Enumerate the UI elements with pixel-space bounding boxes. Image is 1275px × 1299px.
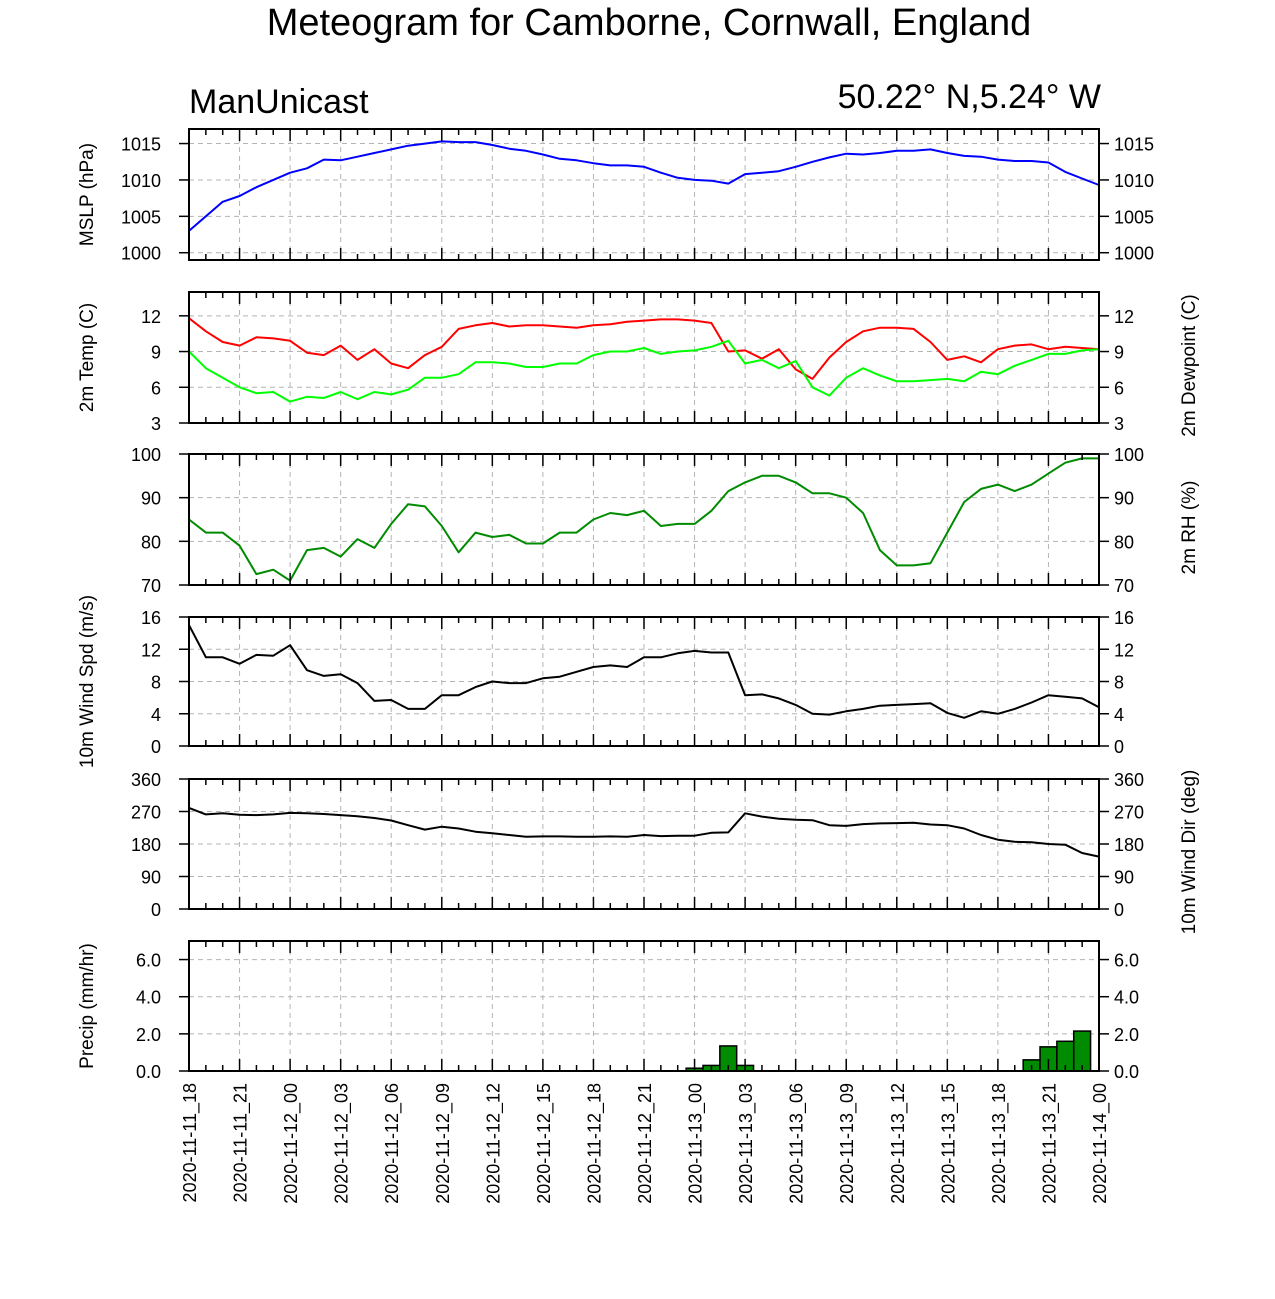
y-tick-label-right: 70 <box>1114 576 1134 596</box>
y-tick-label: 8 <box>151 673 161 693</box>
y-tick-label-right: 2.0 <box>1114 1025 1139 1045</box>
temp-series-line-0 <box>188 317 1100 380</box>
y-tick-label: 270 <box>131 803 161 823</box>
temp-series-line-1 <box>188 339 1100 403</box>
x-tick-label: 2020-11-13_06 <box>787 1083 808 1204</box>
y-tick-label-right: 360 <box>1114 770 1144 790</box>
x-tick-label: 2020-11-12_12 <box>483 1083 504 1204</box>
y-tick-label: 100 <box>131 445 161 465</box>
x-tick-label: 2020-11-12_03 <box>332 1083 353 1204</box>
x-tick-label: 2020-11-13_03 <box>736 1083 757 1204</box>
mslp-series-line-0 <box>188 140 1100 232</box>
y-tick-label-right: 8 <box>1114 673 1124 693</box>
y-tick-label-right: 180 <box>1114 835 1144 855</box>
y-tick-label-right: 6 <box>1114 378 1124 398</box>
y-tick-label-right: 4.0 <box>1114 988 1139 1008</box>
y-tick-label-right: 1010 <box>1114 171 1154 191</box>
location-label: 50.22° N,5.24° W <box>838 78 1101 116</box>
y-tick-label: 1000 <box>121 244 161 264</box>
y-tick-label-right: 0 <box>1114 900 1124 920</box>
y-tick-label-right: 6.0 <box>1114 951 1139 971</box>
wdir-series-line-0 <box>188 806 1100 858</box>
x-tick-label: 2020-11-11_18 <box>180 1083 201 1202</box>
x-tick-label: 2020-11-13_18 <box>989 1083 1010 1204</box>
x-tick-label: 2020-11-12_09 <box>433 1083 454 1204</box>
y-tick-label-right: 80 <box>1114 532 1134 552</box>
y-tick-label-right: 4 <box>1114 705 1124 725</box>
y-tick-label-right: 12 <box>1114 307 1134 327</box>
y-axis-label: 2m Temp (C) <box>77 303 98 412</box>
panel-temp: 3 3 6 6 9 9 12 12 2m Temp (C) 2m Dewpoint (C) <box>77 291 1200 437</box>
y-tick-label-right: 0.0 <box>1114 1062 1139 1082</box>
rh-series-line-0 <box>188 457 1099 582</box>
y-tick-label: 4.0 <box>136 988 161 1008</box>
panel-mslp: 1000 1000 1005 1005 1010 1010 1015 1015 MSLP (hP… <box>77 128 1154 264</box>
x-tick-label: 2020-11-12_18 <box>584 1083 605 1204</box>
y-tick-label: 4 <box>151 705 161 725</box>
x-tick-label: 2020-11-13_00 <box>686 1083 707 1204</box>
y-axis-label-right: 10m Wind Dir (deg) <box>1179 770 1200 935</box>
y-tick-label-right: 90 <box>1114 489 1134 509</box>
panel-wspd: 0 0 4 4 8 8 12 12 16 16 10m Wind Spd (m/s) <box>77 595 1134 768</box>
y-tick-label: 0.0 <box>136 1062 161 1082</box>
x-tick-label: 2020-11-12_06 <box>382 1083 403 1204</box>
y-tick-label: 9 <box>151 343 161 363</box>
y-tick-label: 80 <box>141 532 161 552</box>
x-tick-label: 2020-11-12_00 <box>281 1083 302 1204</box>
x-axis: 2020-11-11_18 2020-11-11_21 2020-11-12_00 2… <box>180 1083 1111 1204</box>
y-tick-label-right: 9 <box>1114 343 1124 363</box>
y-tick-label-right: 12 <box>1114 640 1134 660</box>
x-tick-label: 2020-11-13_12 <box>888 1083 909 1204</box>
y-tick-label: 70 <box>141 576 161 596</box>
y-tick-label: 0 <box>151 900 161 920</box>
y-axis-label: Precip (mm/hr) <box>77 943 98 1069</box>
x-tick-label: 2020-11-11_21 <box>231 1083 252 1202</box>
y-tick-label-right: 0 <box>1114 737 1124 757</box>
y-tick-label-right: 1015 <box>1114 135 1154 155</box>
y-tick-label-right: 90 <box>1114 868 1134 888</box>
y-tick-label-right: 1000 <box>1114 244 1154 264</box>
y-tick-label: 90 <box>141 489 161 509</box>
y-axis-label: 10m Wind Spd (m/s) <box>77 595 98 768</box>
y-tick-label: 1015 <box>121 135 161 155</box>
x-tick-label: 2020-11-13_09 <box>837 1083 858 1204</box>
y-tick-label: 90 <box>141 868 161 888</box>
wspd-series-line-0 <box>188 624 1100 719</box>
y-tick-label: 360 <box>131 770 161 790</box>
y-tick-label-right: 270 <box>1114 803 1144 823</box>
y-tick-label: 6 <box>151 378 161 398</box>
y-tick-label-right: 3 <box>1114 414 1124 434</box>
x-tick-label: 2020-11-13_15 <box>938 1083 959 1204</box>
panel-precip: 0.0 0.0 2.0 2.0 4.0 4.0 6.0 6.0 Precip (mm/hr) <box>77 940 1139 1082</box>
y-tick-label-right: 16 <box>1114 608 1134 628</box>
model-label: ManUnicast <box>189 83 369 121</box>
y-axis-label-right: 2m Dewpoint (C) <box>1179 294 1200 437</box>
chart-title: Meteogram for Camborne, Cornwall, Englan… <box>267 2 1032 44</box>
y-tick-label: 3 <box>151 414 161 434</box>
y-tick-label-right: 1005 <box>1114 207 1154 227</box>
x-tick-label: 2020-11-14_00 <box>1090 1083 1111 1204</box>
y-tick-label: 16 <box>141 608 161 628</box>
panel-wdir: 0 0 90 90 180 180 270 270 360 360 10m Wind Dir (de… <box>131 770 1200 935</box>
y-tick-label: 180 <box>131 835 161 855</box>
x-tick-label: 2020-11-13_21 <box>1039 1083 1060 1204</box>
y-tick-label: 1005 <box>121 207 161 227</box>
panel-rh: 70 70 80 80 90 90 100 100 2m RH (%) <box>131 445 1200 596</box>
y-axis-label: MSLP (hPa) <box>77 143 98 246</box>
y-axis-label-right: 2m RH (%) <box>1179 481 1200 575</box>
y-tick-label: 0 <box>151 737 161 757</box>
y-tick-label: 12 <box>141 307 161 327</box>
x-tick-label: 2020-11-12_21 <box>635 1083 656 1204</box>
x-tick-label: 2020-11-12_15 <box>534 1083 555 1204</box>
y-tick-label: 2.0 <box>136 1025 161 1045</box>
y-tick-label: 12 <box>141 640 161 660</box>
y-tick-label: 1010 <box>121 171 161 191</box>
y-tick-label: 6.0 <box>136 951 161 971</box>
y-tick-label-right: 100 <box>1114 445 1144 465</box>
